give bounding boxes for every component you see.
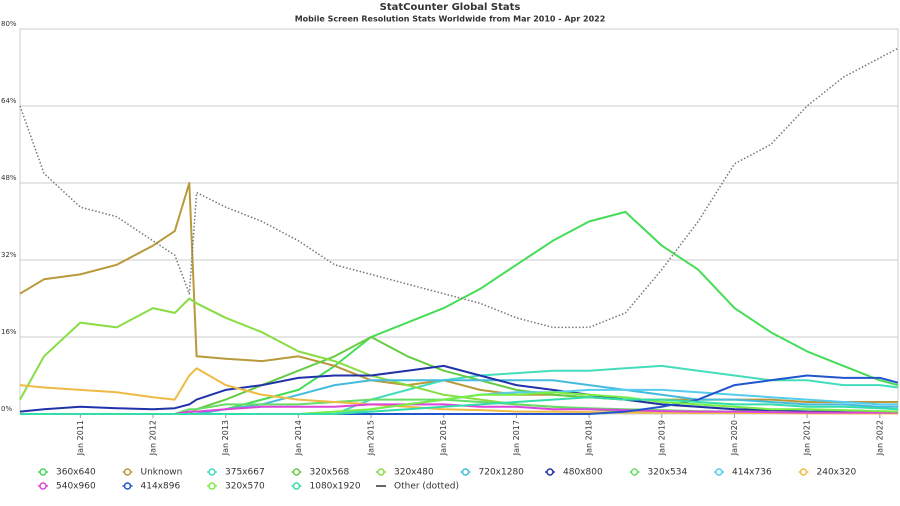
legend-marker (123, 468, 132, 476)
chart-title: StatCounter Global Stats (380, 2, 521, 13)
x-tick-label: Jan 2020 (730, 420, 739, 456)
chart-subtitle: Mobile Screen Resolution Stats Worldwide… (295, 15, 606, 24)
legend-label: 480x800 (563, 468, 603, 478)
legend-marker (546, 468, 554, 476)
legend-label: 320x480 (394, 468, 434, 478)
legend-marker (799, 468, 808, 476)
y-tick-label: 64% (1, 97, 17, 105)
series-line (20, 396, 899, 415)
legend-label: 414x896 (141, 482, 181, 492)
legend-marker (208, 468, 216, 476)
y-tick-label: 16% (1, 328, 17, 336)
legend-label: 540x960 (56, 482, 96, 492)
legend-label: Unknown (141, 468, 183, 478)
legend-label: 320x570 (225, 482, 265, 492)
plot-area (19, 28, 899, 415)
y-tick-label: 80% (1, 20, 17, 28)
y-tick-label: 0% (1, 405, 12, 413)
legend-label: 240x320 (817, 468, 857, 478)
series-line (19, 297, 898, 413)
x-tick-label: Jan 2022 (875, 420, 884, 456)
legend-marker (208, 482, 216, 490)
x-tick-label: Jan 2019 (657, 420, 666, 456)
x-tick-label: Jan 2016 (439, 420, 448, 456)
legend-marker (123, 482, 132, 490)
legend-marker (630, 468, 639, 476)
series-line (19, 47, 899, 329)
x-tick-label: Jan 2013 (221, 420, 230, 456)
legend-label: 360x640 (56, 468, 96, 478)
x-tick-label: Jan 2014 (294, 420, 303, 456)
legend-label: 375x667 (225, 468, 265, 478)
legend-label: 320x534 (648, 468, 688, 478)
legend-label: 1080x1920 (310, 482, 361, 492)
x-tick-label: Jan 2012 (149, 420, 158, 456)
series-line (19, 364, 898, 414)
legend-marker (377, 468, 385, 476)
y-tick-label: 48% (1, 174, 17, 182)
series-line (19, 182, 898, 403)
legend-marker (461, 468, 470, 476)
legend-marker (715, 468, 723, 476)
x-tick-label: Jan 2011 (76, 420, 85, 456)
y-tick-label: 32% (1, 251, 17, 259)
legend-label: 320x568 (310, 468, 350, 478)
legend-label: 414x736 (732, 468, 772, 478)
x-tick-label: Jan 2021 (803, 420, 812, 456)
legend-marker (292, 468, 301, 476)
legend-label: Other (dotted) (394, 482, 459, 492)
x-tick-label: Jan 2017 (512, 420, 521, 456)
legend-marker (39, 468, 47, 476)
legend-marker (39, 482, 47, 490)
x-tick-label: Jan 2015 (367, 420, 376, 456)
legend-label: 720x1280 (479, 468, 525, 478)
legend-marker (292, 482, 301, 490)
x-tick-label: Jan 2018 (585, 420, 594, 456)
